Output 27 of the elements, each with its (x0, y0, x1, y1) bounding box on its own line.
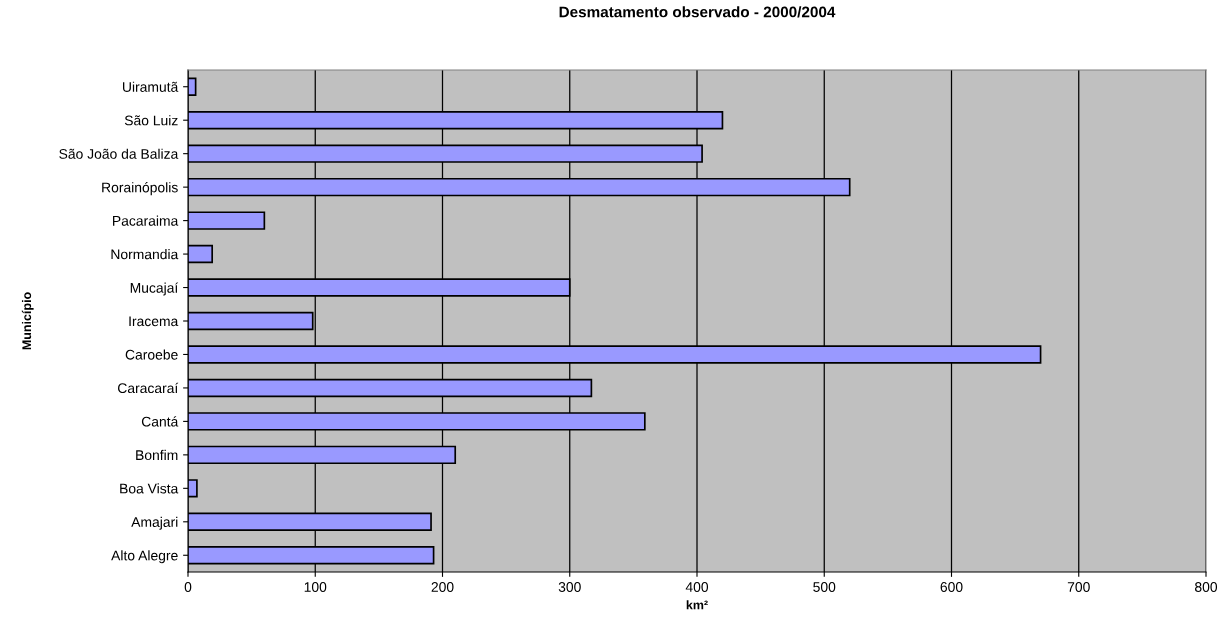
y-axis-title: Município (21, 292, 34, 350)
x-tick-label: 800 (1195, 582, 1218, 592)
y-tick-label: Rorainópolis (102, 182, 178, 196)
y-tick-label: São Luiz (124, 115, 178, 126)
y-tick-label: Normandia (111, 249, 179, 260)
x-tick-label: 300 (558, 582, 581, 592)
y-tick-label: Alto Alegre (111, 550, 178, 564)
x-tick-label: 500 (813, 582, 836, 592)
x-tick-label: 100 (304, 582, 327, 592)
y-tick-label: Mucajaí (130, 282, 179, 296)
y-tick-label: Caroebe (125, 349, 178, 360)
x-tick-label: 700 (1067, 582, 1090, 592)
y-tick-label: Iracema (129, 316, 179, 327)
x-axis-title: km² (686, 600, 708, 610)
y-tick-label: Boa Vista (120, 483, 179, 494)
y-tick-label: Caracaraí (118, 382, 179, 394)
x-tick-label: 0 (184, 582, 192, 592)
x-tick-label: 600 (940, 582, 963, 592)
y-tick-label: Pacaraima (113, 215, 179, 226)
y-tick-label: Uiramutã (123, 81, 179, 92)
y-tick-label: Bonfim (136, 449, 178, 461)
y-tick-label: Cantá (141, 416, 179, 427)
x-tick-label: 200 (431, 582, 454, 592)
y-tick-label: Amajari (131, 516, 178, 530)
x-tick-label: 400 (685, 582, 709, 592)
y-tick-label: São João da Baliza (59, 148, 179, 159)
chart-title: Desmatamento observado - 2000/2004 (559, 6, 836, 18)
